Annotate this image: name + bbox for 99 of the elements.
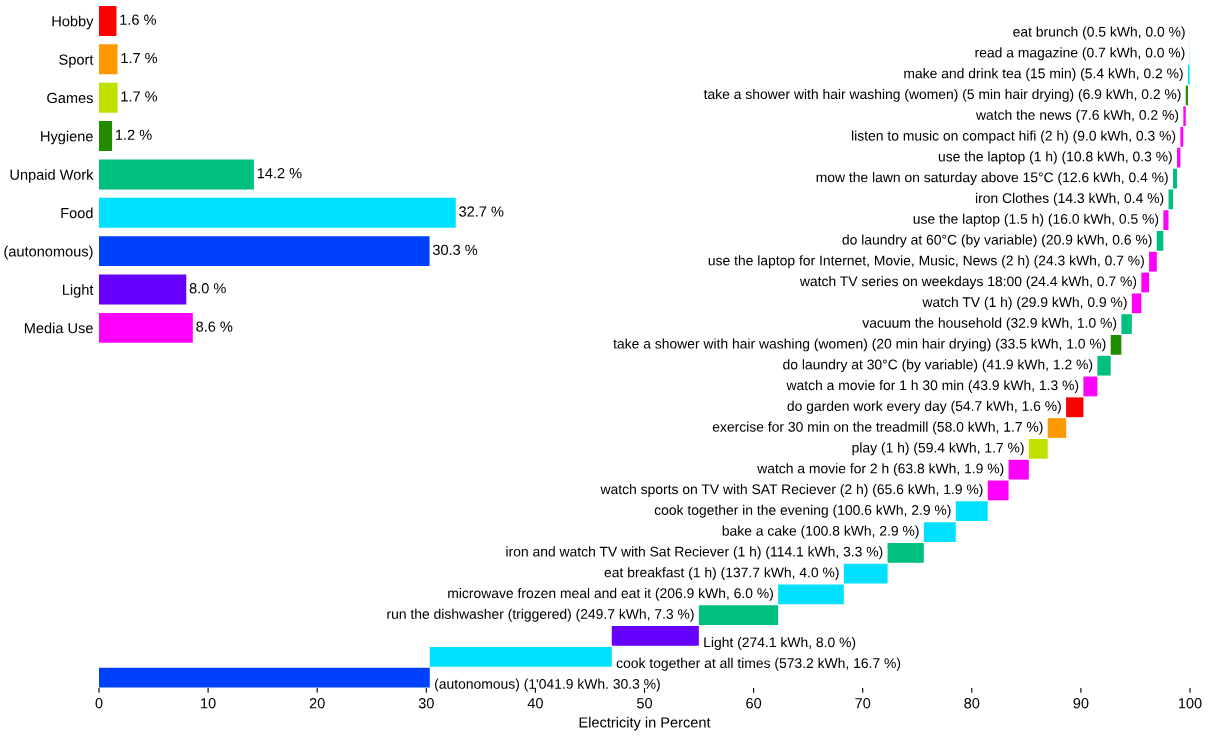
category-label: watch sports on TV with SAT Reciever (2 h) (65.6 kWh, 1.9 %) xyxy=(600,483,983,497)
category-label: watch a movie for 2 h (63.8 kWh, 1.9 %) xyxy=(757,463,1004,477)
bar xyxy=(1172,168,1178,189)
bar xyxy=(99,236,430,267)
category-label: listen to music on compact hifi (2 h) (9.0 kWh, 0.3 %) xyxy=(852,130,1176,144)
y-tick-label: Games xyxy=(47,92,93,104)
bar xyxy=(99,6,117,36)
category-label: watch TV (1 h) (29.9 kWh, 0.9 %) xyxy=(922,296,1127,310)
bar xyxy=(1028,438,1048,459)
category-label: take a shower with hair washing (women) (5 min hair drying) (6.9 kWh, 0.2 %) xyxy=(703,88,1181,102)
x-tick-label: 80 xyxy=(964,698,980,709)
x-tick-label: 50 xyxy=(636,698,653,709)
bar xyxy=(1097,355,1111,376)
x-axis-title: Electricity in Percent xyxy=(579,716,711,731)
bar xyxy=(1083,376,1098,397)
category-label: take a shower with hair washing (women) (20 min hair drying) (33.5 kWh, 1.0 %) xyxy=(613,338,1106,352)
x-tick-label: 90 xyxy=(1073,698,1089,709)
bar xyxy=(987,480,1009,501)
x-tick-label: 70 xyxy=(855,698,871,709)
data-label: 1.7 % xyxy=(121,91,158,102)
bar xyxy=(429,646,612,667)
bar xyxy=(1008,459,1029,480)
y-tick-label: Light xyxy=(63,284,94,298)
category-label: run the dishwasher (triggered) (249.7 kWh, 7.3 %) xyxy=(387,608,694,622)
bar xyxy=(99,44,118,75)
category-label: cook together at all times (573.2 kWh, 16.7 %) xyxy=(616,657,901,671)
bar xyxy=(1183,106,1186,127)
bar xyxy=(1047,418,1067,438)
category-label: watch a movie for 1 h 30 min (43.9 kWh, 1.3 %) xyxy=(786,379,1079,393)
data-label: 32.7 % xyxy=(459,206,504,217)
data-label: 1.6 % xyxy=(120,14,157,25)
x-tick-label: 30 xyxy=(418,698,434,709)
x-tick-label: 60 xyxy=(746,698,762,709)
bar xyxy=(1156,231,1164,251)
data-label: 1.7 % xyxy=(121,52,158,64)
y-tick-label: Unpaid Work xyxy=(10,169,94,183)
bar xyxy=(99,82,118,113)
y-tick-label: Hobby xyxy=(52,15,94,30)
y-tick-label: Food xyxy=(61,207,93,219)
category-label: do garden work every day (54.7 kWh, 1.6 %) xyxy=(787,400,1061,414)
data-label: 1.2 % xyxy=(115,129,152,140)
bar xyxy=(1131,293,1142,314)
bar xyxy=(1177,147,1181,168)
category-label: bake a cake (100.8 kWh, 2.9 %) xyxy=(722,525,919,539)
data-label: 8.0 % xyxy=(189,283,226,294)
category-label: use the laptop (1.5 h) (16.0 kWh, 0.5 %) xyxy=(913,213,1159,227)
x-tick-label: 0 xyxy=(95,698,103,709)
x-tick-label: 10 xyxy=(201,698,216,709)
bar xyxy=(1141,272,1150,293)
bar xyxy=(955,501,988,522)
category-label: iron and watch TV with Sat Reciever (1 h) (114.1 kWh, 3.3 %) xyxy=(506,546,883,560)
bar xyxy=(99,274,187,305)
bar xyxy=(99,667,430,688)
x-tick-label: 100 xyxy=(1178,698,1202,709)
category-label: watch TV series on weekdays 18:00 (24.4 kWh, 0.7 %) xyxy=(799,276,1137,289)
bar xyxy=(99,197,456,228)
category-label: iron Clothes (14.3 kWh, 0.4 %) xyxy=(975,192,1164,206)
category-label: (autonomous) (1'041.9 kWh. 30.3 %) xyxy=(435,678,660,692)
bar xyxy=(1121,314,1132,334)
category-label: use the laptop for Internet, Movie, Music, News (2 h) (24.3 kWh, 0.7 %) xyxy=(708,255,1144,269)
y-tick-label: Media Use xyxy=(24,322,93,334)
bar xyxy=(1163,210,1169,230)
bar xyxy=(1066,397,1084,418)
bar xyxy=(1180,127,1184,147)
bar xyxy=(698,605,779,626)
category-label: microwave frozen meal and eat it (206.9 kWh, 6.0 %) xyxy=(448,587,773,601)
bar xyxy=(99,159,254,190)
category-label: cook together in the evening (100.6 kWh, 2.9 %) xyxy=(654,504,951,518)
category-label: play (1 h) (59.4 kWh, 1.7 %) xyxy=(852,442,1024,456)
category-label: read a magazine (0.7 kWh, 0.0 %) xyxy=(975,47,1185,61)
x-tick-label: 20 xyxy=(309,698,325,709)
bar xyxy=(1110,335,1122,355)
bar xyxy=(1149,251,1157,272)
bar xyxy=(843,563,888,584)
category-label: eat breakfast (1 h) (137.7 kWh, 4.0 %) xyxy=(604,567,839,581)
bar xyxy=(778,584,844,605)
category-label: exercise for 30 min on the treadmill (58.0 kWh, 1.7 %) xyxy=(712,421,1043,435)
category-label: watch the news (7.6 kWh, 0.2 %) xyxy=(975,109,1179,123)
category-label: use the laptop (1 h) (10.8 kWh, 0.3 %) xyxy=(938,151,1172,165)
data-label: 30.3 % xyxy=(432,244,478,256)
category-label: vacuum the household (32.9 kWh, 1.0 %) xyxy=(862,317,1117,331)
category-label: mow the lawn on saturday above 15°C (12.6 kWh, 0.4 %) xyxy=(816,172,1168,185)
category-label: do laundry at 30°C (by variable) (41.9 kWh, 1.2 %) xyxy=(783,359,1093,373)
bar xyxy=(611,626,699,646)
category-label: Light (274.1 kWh, 8.0 %) xyxy=(704,637,856,650)
y-tick-label: Sport xyxy=(59,54,94,68)
category-label: eat brunch (0.5 kWh, 0.0 %) xyxy=(1013,26,1185,40)
bar xyxy=(887,542,924,563)
bar xyxy=(1185,85,1188,106)
y-tick-label: Hygiene xyxy=(41,130,93,145)
bar xyxy=(99,121,113,152)
bar xyxy=(99,312,193,343)
category-label: do laundry at 60°C (by variable) (20.9 kWh, 0.6 %) xyxy=(842,234,1152,248)
data-label: 8.6 % xyxy=(196,321,233,332)
bar xyxy=(923,522,956,542)
x-tick-label: 40 xyxy=(527,698,543,709)
y-tick-label: (autonomous) xyxy=(4,245,93,260)
category-label: make and drink tea (15 min) (5.4 kWh, 0.2 %) xyxy=(904,68,1183,82)
data-label: 14.2 % xyxy=(257,168,302,179)
